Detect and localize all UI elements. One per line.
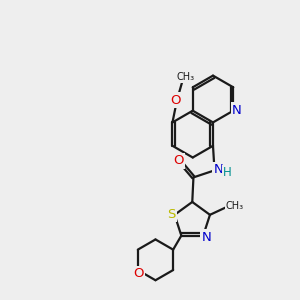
Text: N: N xyxy=(214,163,223,176)
Text: N: N xyxy=(232,103,242,117)
Text: S: S xyxy=(167,208,176,221)
Text: N: N xyxy=(202,231,212,244)
Text: O: O xyxy=(170,94,181,107)
Text: CH₃: CH₃ xyxy=(226,201,244,211)
Text: O: O xyxy=(173,154,183,167)
Text: H: H xyxy=(223,166,232,179)
Text: CH₃: CH₃ xyxy=(177,72,195,82)
Text: O: O xyxy=(133,267,144,280)
